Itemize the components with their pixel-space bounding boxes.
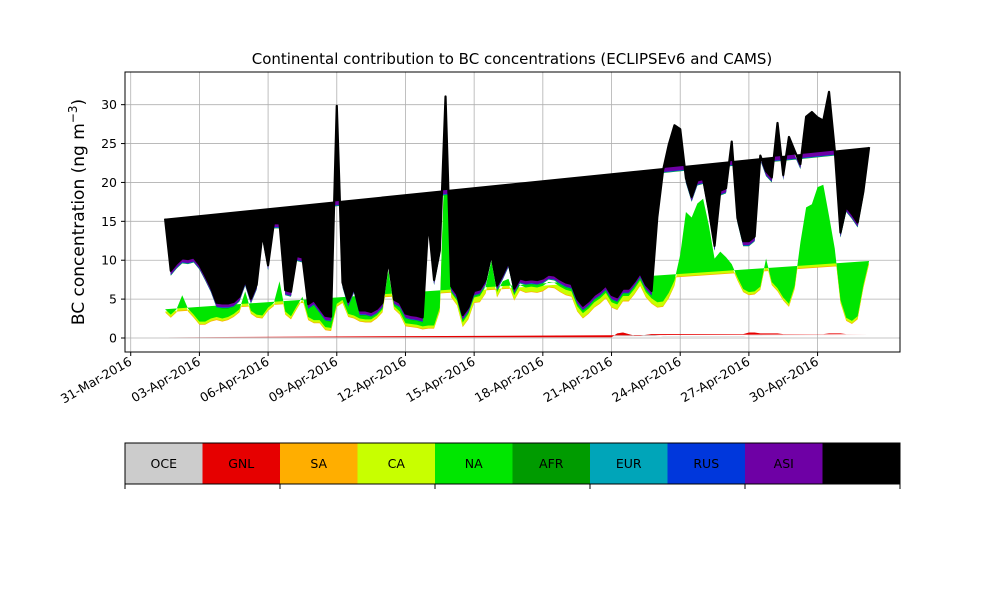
colorbar-swatch-rus (667, 443, 746, 484)
colorbar-swatch-asi (745, 443, 823, 484)
x-tick-label: 15-Apr-2016 (403, 354, 477, 406)
x-tick-label: 21-Apr-2016 (541, 354, 615, 406)
colorbar-swatch-gnl (202, 443, 281, 484)
y-axis-label-close: ) (69, 99, 89, 106)
y-axis-label: BC concentration (ng m−3) (66, 99, 89, 325)
colorbar-swatch-sa (280, 443, 358, 484)
y-axis-label-superscript: −3 (66, 105, 80, 123)
colorbar-label-gnl: GNL (228, 456, 254, 471)
x-tick-label: 18-Apr-2016 (472, 354, 546, 406)
y-axis-label-text: BC concentration (ng m (69, 123, 89, 325)
colorbar-swatch-afr (512, 443, 591, 484)
colorbar-swatch-eur (590, 443, 668, 484)
colorbar-frame (124, 442, 901, 485)
y-tick-label: 20 (101, 175, 117, 190)
area-series-na (165, 134, 870, 328)
colorbar-label-asi: ASI (774, 456, 794, 471)
y-tick-label: 0 (109, 331, 117, 346)
area-series-gnl (165, 332, 870, 338)
x-tick-label: 30-Apr-2016 (747, 354, 821, 406)
y-tick-label: 15 (101, 214, 117, 229)
colorbar-label-eur: EUR (616, 456, 642, 471)
x-tick-label: 03-Apr-2016 (128, 354, 202, 406)
colorbar-label-ca: CA (388, 456, 406, 471)
total-line (163, 90, 871, 319)
colorbar-swatch-oce (125, 443, 203, 484)
x-tick-label: 12-Apr-2016 (335, 354, 409, 406)
x-tick-label: 06-Apr-2016 (197, 354, 271, 406)
y-tick-label: 25 (101, 136, 117, 151)
colorbar-label-oce: OCE (151, 456, 178, 471)
colorbar-swatch-ca (357, 443, 436, 484)
colorbar-label-afr: AFR (539, 456, 564, 471)
area-series-aus (165, 91, 870, 318)
colorbar-label-rus: RUS (693, 456, 719, 471)
y-tick-label: 5 (109, 292, 117, 307)
colorbar-swatch-na (435, 443, 513, 484)
svg-text:BC concentration (ng m−3): BC concentration (ng m−3) (66, 99, 89, 325)
x-tick-label: 09-Apr-2016 (266, 354, 340, 406)
x-tick-label: 31-Mar-2016 (58, 354, 134, 407)
y-tick-label: 10 (101, 253, 117, 268)
colorbar-label-na: NA (465, 456, 483, 471)
colorbar-label-aus: AUS (848, 456, 874, 471)
area-stack (163, 90, 871, 338)
region-colorbar: OCE GNL SA CA NA AFR EUR RUS ASI AUS (124, 442, 901, 489)
x-tick-label: 24-Apr-2016 (609, 354, 683, 406)
chart-title: Continental contribution to BC concentra… (252, 50, 773, 68)
x-tick-label: 27-Apr-2016 (678, 354, 752, 406)
colorbar-label-sa: SA (310, 456, 327, 471)
plot-frame (124, 71, 901, 353)
y-tick-label: 30 (101, 97, 117, 112)
colorbar-swatch-aus (822, 443, 901, 484)
